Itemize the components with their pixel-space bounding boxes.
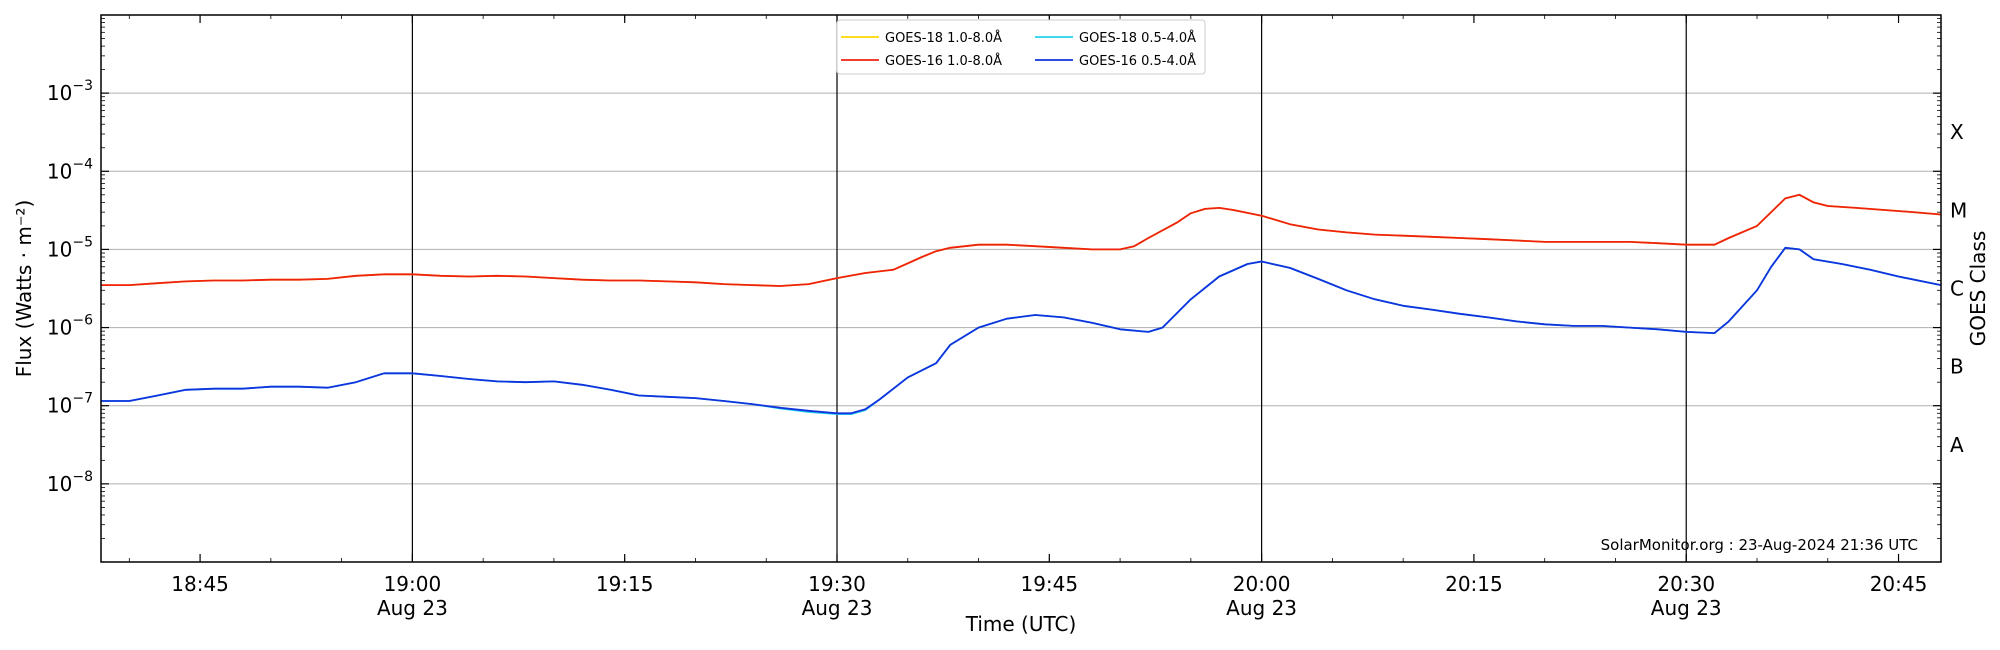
y2-axis-label: GOES Class — [1966, 231, 1990, 347]
legend: GOES-18 1.0-8.0Å GOES-16 1.0-8.0Å GOES-18 … — [836, 19, 1206, 75]
x-tick-label: 19:30 — [808, 572, 866, 596]
legend-label: GOES-16 0.5-4.0Å — [1079, 53, 1196, 69]
legend-label: GOES-18 0.5-4.0Å — [1079, 30, 1196, 46]
y-tick-label: 10−4 — [47, 156, 93, 183]
x-tick-label: 20:30 — [1657, 572, 1715, 596]
goes-class-label: M — [1950, 198, 1967, 222]
series-line — [101, 246, 1942, 415]
x-tick-label: 19:00 — [384, 572, 442, 596]
legend-box — [836, 19, 1206, 75]
x-axis-label: Time (UTC) — [965, 612, 1077, 636]
goes-class-label: C — [1950, 277, 1964, 301]
x-tick-label: 20:00 — [1233, 572, 1291, 596]
goes-class-label: A — [1950, 433, 1964, 457]
x-tick-label: 19:15 — [596, 572, 654, 596]
legend-label: GOES-16 1.0-8.0Å — [885, 53, 1002, 69]
x-tick-date-label: Aug 23 — [802, 596, 873, 620]
y-axis-label: Flux (Watts · m⁻²) — [12, 200, 36, 378]
x-tick-date-label: Aug 23 — [377, 596, 448, 620]
x-tick-date-label: Aug 23 — [1651, 596, 1722, 620]
ticks-layer — [101, 15, 1941, 562]
series-line — [101, 193, 1942, 287]
x-tick-label: 19:45 — [1020, 572, 1078, 596]
x-tick-date-label: Aug 23 — [1226, 596, 1297, 620]
y-tick-label: 10−7 — [47, 391, 93, 418]
legend-label: GOES-18 1.0-8.0Å — [885, 30, 1002, 46]
goes-class-label: X — [1950, 120, 1964, 144]
y-tick-label: 10−8 — [47, 469, 93, 496]
x-tick-label: 20:15 — [1445, 572, 1503, 596]
y-tick-label: 10−6 — [47, 313, 93, 340]
plot-frame — [100, 14, 1942, 563]
goes-class-label: B — [1950, 355, 1964, 379]
x-tick-label: 20:45 — [1870, 572, 1928, 596]
series-line — [101, 193, 1942, 287]
series-line — [101, 246, 1942, 415]
watermark-text: SolarMonitor.org : 23-Aug-2024 21:36 UTC — [1601, 536, 1918, 554]
series-layer — [101, 193, 1942, 415]
x-tick-label: 18:45 — [171, 572, 229, 596]
y-tick-label: 10−3 — [47, 78, 93, 105]
y-tick-label: 10−5 — [47, 234, 93, 261]
grid-layer — [101, 15, 1941, 562]
